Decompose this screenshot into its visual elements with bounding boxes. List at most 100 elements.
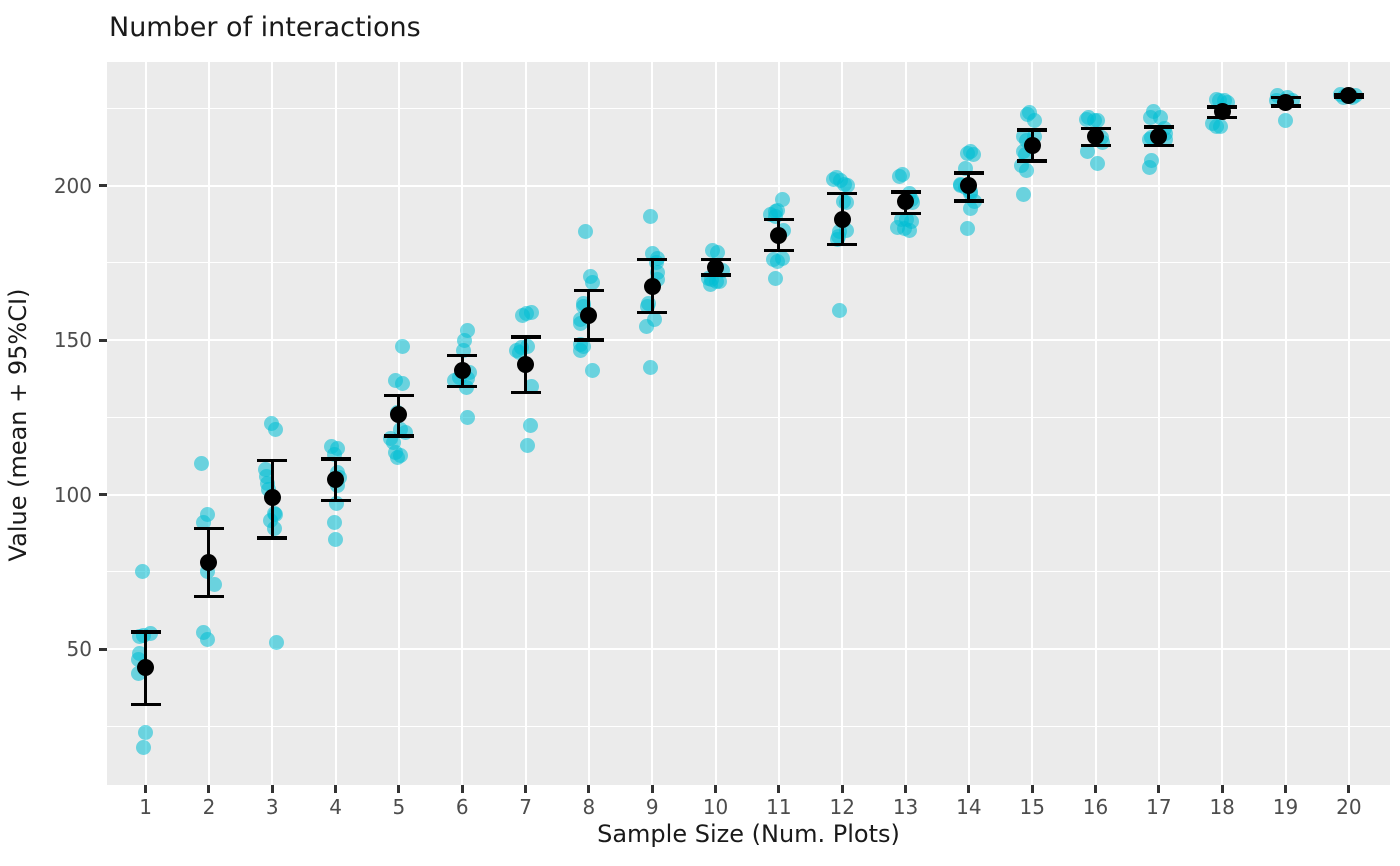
sample-point [573,343,589,359]
x-tick-label: 19 [1272,795,1299,819]
mean-point [453,362,471,380]
sample-point [514,307,530,323]
gridline-major [334,62,337,785]
gridline-minor [107,571,1390,573]
sample-point [268,635,284,651]
sample-point [1089,156,1105,172]
mean-point [897,192,915,210]
ci-cap-bottom [1017,159,1048,163]
mean-point [263,489,281,507]
sample-point [138,724,154,740]
gridline-major [107,648,1390,651]
mean-point [580,306,598,324]
mean-point [707,258,725,276]
sample-point [1089,113,1105,129]
ci-cap-bottom [953,199,984,203]
ci-cap-bottom [1143,143,1174,148]
gridline-major [651,62,654,785]
ci-cap-top [763,217,794,222]
y-tick-mark [99,184,107,188]
sample-point [390,449,406,465]
sample-point [578,224,594,240]
sample-point [1278,113,1293,129]
gridline-major [207,62,210,785]
x-tick-mark [840,785,844,793]
mean-point [327,470,345,488]
x-tick-mark [777,785,781,793]
mean-point [1087,127,1105,145]
y-tick-label: 50 [66,637,92,662]
sample-point [459,409,475,425]
gridline-major [587,62,590,785]
x-tick-label: 7 [519,795,532,819]
gridline-major [1284,62,1287,785]
plot-panel [107,62,1390,785]
y-tick-label: 100 [53,482,92,507]
ci-cap-top [1017,128,1048,132]
ci-cap-top [637,257,668,262]
ci-cap-top [320,457,351,461]
sample-point [1142,159,1158,175]
x-tick-label: 8 [582,795,596,819]
ci-cap-bottom [890,211,921,216]
mean-point [1213,102,1231,120]
y-tick-label: 200 [53,173,92,198]
sample-point [768,208,784,224]
sample-point [266,521,282,537]
sample-point [960,221,976,237]
sample-point [523,417,539,433]
mean-point [200,554,218,572]
ci-cap-top [193,526,224,531]
ci-cap-bottom [827,242,858,247]
sample-point [512,344,528,360]
gridline-major [967,62,970,785]
x-tick-label: 3 [265,795,279,819]
sample-point [770,253,786,269]
gridline-minor [107,107,1390,109]
x-tick-label: 4 [329,795,342,819]
ci-cap-top [130,630,161,634]
ci-cap-top [953,171,984,175]
x-tick-label: 14 [956,795,982,819]
x-tick-mark [460,785,464,793]
x-tick-mark [270,785,274,793]
sample-point [1019,162,1034,178]
sample-point [134,564,150,580]
gridline-major [144,62,147,785]
sample-point [398,425,414,441]
sample-point [1213,119,1229,135]
x-tick-mark [1347,785,1351,793]
x-tick-label: 11 [766,795,792,819]
sample-point [194,456,210,472]
x-tick-mark [334,785,338,793]
x-tick-mark [207,785,211,793]
gridline-major [714,62,717,785]
y-tick-mark [99,338,107,342]
ci-cap-top [1143,125,1174,129]
x-tick-mark [904,785,908,793]
sample-point [328,531,344,547]
x-tick-label: 20 [1336,795,1362,819]
sample-point [267,422,283,438]
x-axis-title: Sample Size (Num. Plots) [597,820,900,848]
ci-cap-top [573,288,604,293]
x-tick-label: 1 [139,795,152,819]
ci-cap-bottom [573,338,604,342]
sample-point [962,201,978,217]
y-tick-mark [99,647,107,651]
sample-point [831,303,847,319]
y-tick-mark [99,493,107,497]
x-tick-mark [1094,785,1098,793]
sample-point [523,378,539,394]
ci-cap-top [510,335,541,339]
gridline-minor [107,416,1390,418]
ci-cap-bottom [1080,143,1111,148]
gridline-major [841,62,844,785]
sample-point [709,244,725,260]
x-tick-label: 5 [392,795,406,819]
ci-cap-top [257,458,288,463]
ci-cap-bottom [510,390,541,395]
x-tick-mark [1157,785,1161,793]
sample-point [703,276,718,292]
